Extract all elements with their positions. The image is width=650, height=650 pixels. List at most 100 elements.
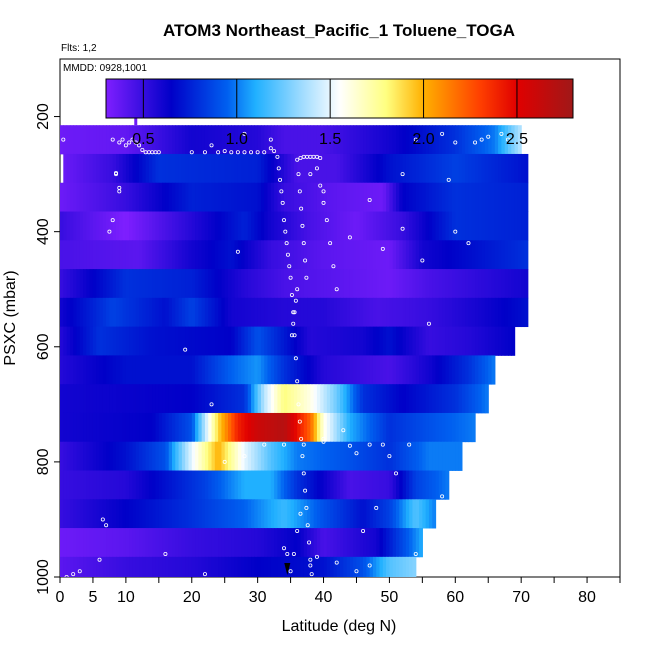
- heatmap-cell: [234, 326, 239, 356]
- track-point: [285, 551, 290, 556]
- heatmap-cell: [244, 556, 249, 577]
- heatmap-cell: [280, 355, 285, 385]
- heatmap-cell: [448, 240, 453, 270]
- heatmap-cell: [92, 499, 97, 529]
- heatmap-cell: [224, 125, 229, 155]
- heatmap-cell: [323, 412, 328, 443]
- heatmap-cell: [432, 297, 437, 328]
- heatmap-cell: [389, 153, 394, 184]
- heatmap-cell: [455, 182, 460, 212]
- heatmap-cell: [96, 240, 101, 270]
- heatmap-cell: [178, 355, 183, 385]
- heatmap-cell: [89, 355, 94, 385]
- heatmap-cell: [336, 355, 341, 385]
- heatmap-cell: [376, 240, 381, 270]
- heatmap-cell: [92, 297, 97, 328]
- heatmap-cell: [201, 269, 206, 299]
- heatmap-cell: [307, 528, 311, 558]
- track-point: [314, 166, 319, 171]
- heatmap-cell: [66, 297, 71, 328]
- data-bands: [60, 125, 529, 577]
- heatmap-cell: [231, 412, 236, 443]
- heatmap-cell: [158, 269, 163, 299]
- heatmap-cell: [366, 182, 371, 212]
- heatmap-cell: [494, 269, 499, 299]
- heatmap-cell: [260, 470, 265, 500]
- heatmap-cell: [96, 269, 101, 299]
- heatmap-cell: [284, 326, 288, 356]
- heatmap-cell: [448, 269, 453, 299]
- heatmap-cell: [287, 412, 292, 443]
- heatmap-cell: [241, 297, 246, 328]
- track-point: [117, 140, 122, 145]
- heatmap-cell: [442, 297, 447, 328]
- heatmap-cell: [129, 528, 134, 558]
- track-point: [354, 569, 359, 574]
- heatmap-cell: [178, 125, 183, 155]
- heatmap-cell: [435, 153, 440, 184]
- heatmap-cell: [241, 182, 246, 212]
- heatmap-cell: [195, 125, 199, 155]
- colorbar-tick-label: 1.0: [226, 131, 248, 148]
- heatmap-cell: [333, 355, 338, 385]
- heatmap-cell: [412, 384, 417, 414]
- heatmap-cell: [349, 125, 354, 155]
- heatmap-cell: [284, 211, 288, 241]
- heatmap-cell: [501, 153, 506, 184]
- x-tick-label: 50: [381, 589, 399, 606]
- heatmap-cell: [448, 384, 453, 414]
- heatmap-cell: [175, 269, 180, 299]
- heatmap-cell: [511, 297, 516, 328]
- heatmap-cell: [237, 441, 242, 471]
- heatmap-cell: [316, 297, 321, 328]
- heatmap-cell: [254, 384, 259, 414]
- heatmap-cell: [287, 528, 292, 558]
- heatmap-cell: [422, 326, 427, 356]
- heatmap-cell: [399, 269, 404, 299]
- heatmap-cell: [293, 326, 298, 356]
- track-point: [209, 143, 214, 148]
- heatmap-cell: [465, 240, 470, 270]
- heatmap-cell: [386, 412, 391, 443]
- heatmap-cell: [181, 153, 186, 184]
- heatmap-cell: [264, 412, 269, 443]
- heatmap-cell: [303, 240, 308, 270]
- heatmap-cell: [76, 269, 81, 299]
- heatmap-cell: [155, 153, 160, 184]
- heatmap-cell: [92, 556, 97, 577]
- heatmap-cell: [386, 211, 391, 241]
- heatmap-cell: [132, 269, 137, 299]
- heatmap-cell: [96, 125, 101, 155]
- heatmap-cell: [320, 384, 325, 414]
- heatmap-cell: [452, 240, 456, 270]
- heatmap-cell: [198, 125, 203, 155]
- track-point: [505, 137, 510, 142]
- heatmap-cell: [488, 182, 493, 212]
- heatmap-cell: [198, 412, 203, 443]
- track-point: [309, 572, 314, 577]
- heatmap-cell: [293, 153, 298, 184]
- heatmap-cell: [402, 125, 407, 155]
- heatmap-cell: [204, 556, 209, 577]
- x-tick-label: 0: [56, 589, 65, 606]
- heatmap-cell: [274, 556, 279, 577]
- heatmap-cell: [106, 297, 111, 328]
- heatmap-cell: [244, 182, 249, 212]
- heatmap-cell: [290, 441, 295, 471]
- heatmap-cell: [168, 269, 173, 299]
- heatmap-cell: [471, 153, 476, 184]
- colorbar: [105, 78, 574, 119]
- heatmap-cell: [396, 182, 400, 212]
- heatmap-cell: [178, 240, 183, 270]
- heatmap-cell: [392, 211, 397, 241]
- heatmap-cell: [379, 441, 384, 471]
- heatmap-cell: [392, 240, 397, 270]
- heatmap-cell: [63, 470, 68, 500]
- heatmap-cell: [432, 384, 437, 414]
- heatmap-cell: [208, 297, 213, 328]
- heatmap-cell: [517, 211, 522, 241]
- heatmap-cell: [224, 211, 229, 241]
- heatmap-cell: [234, 412, 239, 443]
- heatmap-cell: [363, 528, 367, 558]
- heatmap-cell: [247, 355, 252, 385]
